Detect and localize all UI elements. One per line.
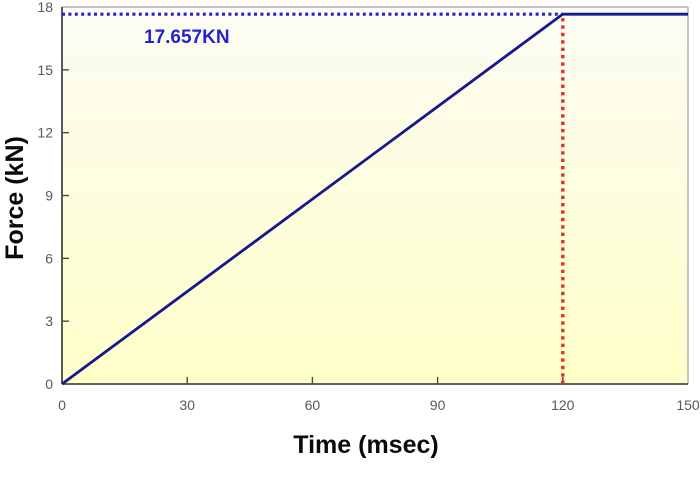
x-tick-label: 30 bbox=[179, 397, 195, 413]
y-axis-ticks bbox=[62, 69, 69, 322]
peak-value-annotation: 17.657KN bbox=[144, 27, 230, 48]
x-tick-label: 0 bbox=[58, 397, 66, 413]
x-tick-label: 60 bbox=[305, 397, 321, 413]
y-tick-label: 0 bbox=[45, 376, 53, 392]
x-tick-label: 120 bbox=[551, 397, 575, 413]
plot-area bbox=[62, 7, 688, 384]
x-axis-title: Time (msec) bbox=[293, 431, 438, 459]
y-tick-label: 18 bbox=[37, 0, 53, 15]
y-tick-label: 6 bbox=[45, 250, 53, 266]
force-series-line bbox=[61, 12, 688, 386]
y-axis-title: Force (kN) bbox=[1, 136, 29, 260]
x-axis-ticks bbox=[186, 377, 564, 384]
y-axis-tick-labels: 0 3 6 9 12 15 18 bbox=[37, 0, 53, 392]
y-tick-label: 9 bbox=[45, 188, 53, 204]
x-tick-label: 150 bbox=[676, 397, 700, 413]
x-axis-tick-labels: 0 30 60 90 120 150 bbox=[58, 397, 700, 413]
x-tick-label: 90 bbox=[430, 397, 446, 413]
y-tick-label: 15 bbox=[37, 62, 53, 78]
y-tick-label: 12 bbox=[37, 125, 53, 141]
y-tick-label: 3 bbox=[45, 313, 53, 329]
